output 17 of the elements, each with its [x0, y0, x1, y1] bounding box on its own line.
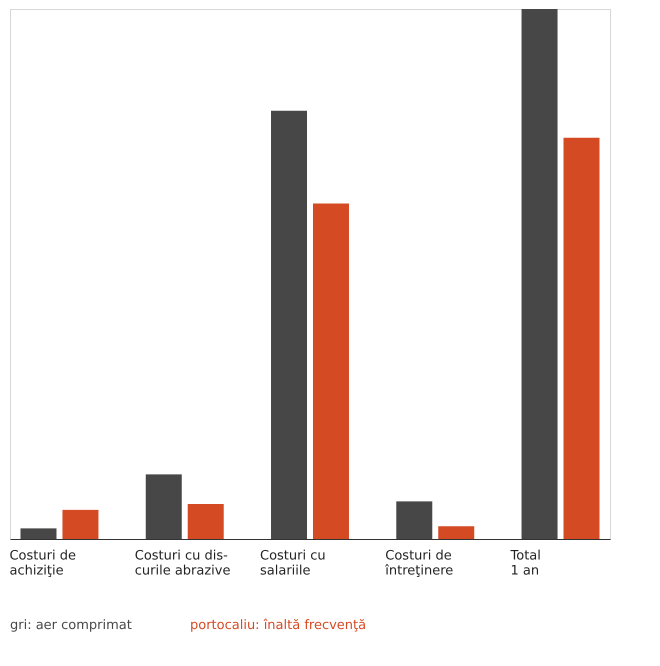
bar [312, 204, 349, 539]
bar [396, 501, 432, 539]
bar [438, 526, 474, 539]
x-tick-label: Costuri de întreţinere [384, 548, 454, 578]
bar [271, 110, 308, 539]
bar [564, 138, 600, 539]
x-tick-label: Costuri de achiziţie [9, 548, 76, 578]
x-tick-label: Total 1 an [510, 548, 541, 578]
bar [20, 528, 56, 539]
x-tick-label: Costuri cu salariile [260, 548, 326, 578]
bar [188, 504, 224, 539]
text: gri: aer comprimat [10, 618, 132, 633]
bar [62, 510, 98, 539]
x-tick-label: Costuri cu dis- curile abrazive [134, 548, 230, 578]
bar [522, 9, 558, 539]
text: portocaliu: înaltă frecvenţă [190, 618, 366, 633]
bar [146, 474, 182, 539]
